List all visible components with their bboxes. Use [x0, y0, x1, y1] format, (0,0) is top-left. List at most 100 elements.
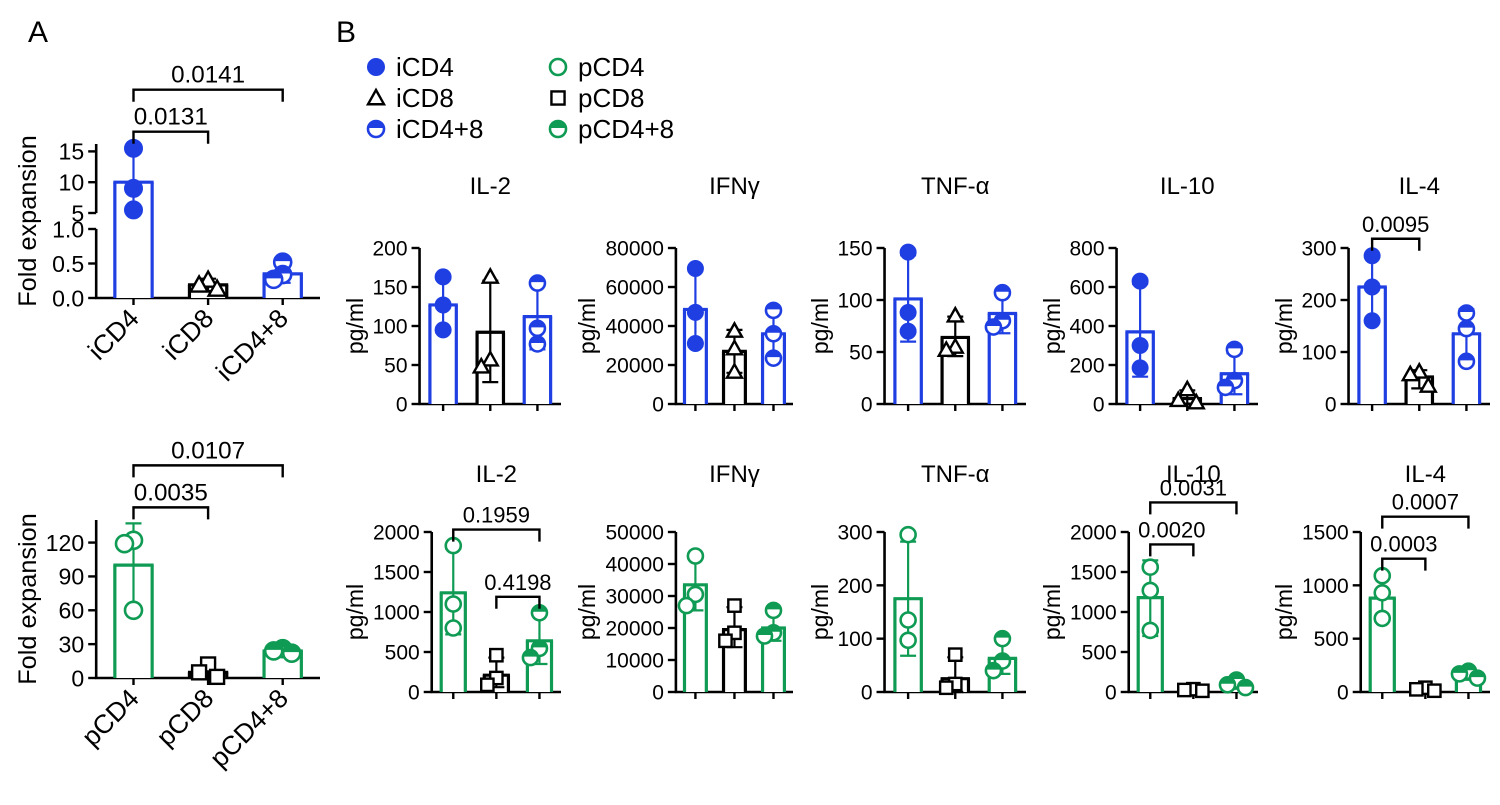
svg-text:0: 0	[861, 682, 873, 705]
svg-text:10000: 10000	[605, 650, 663, 673]
svg-text:1000: 1000	[1070, 602, 1117, 625]
svg-text:pg/ml: pg/ml	[810, 584, 833, 640]
chart-a_top: 0.0 0.5 1.0 5 10 15 Fold expansion iCD4 iCD8 iCD4…	[14, 32, 330, 406]
svg-text:0.0141: 0.0141	[171, 62, 245, 89]
chart-b_top_il2: 0 50 100 150 200 pg/ml IL-2	[342, 158, 571, 420]
svg-text:0.0035: 0.0035	[134, 479, 208, 506]
svg-text:1500: 1500	[1302, 522, 1349, 545]
legend-item-pCD4+8: pCD4+8	[548, 114, 674, 144]
svg-text:0.0107: 0.0107	[171, 437, 245, 464]
chart-b_bot_il10: 0 500 1000 1500 2000 pg/ml IL-10 0.0020 0.0031	[1039, 452, 1268, 708]
svg-text:400: 400	[1069, 316, 1104, 339]
svg-text:300: 300	[1301, 238, 1336, 261]
svg-text:pg/ml: pg/ml	[810, 298, 833, 354]
svg-text:120: 120	[46, 530, 85, 556]
svg-text:pg/ml: pg/ml	[577, 298, 600, 354]
svg-text:1500: 1500	[1070, 562, 1117, 585]
svg-text:pCD4+8: pCD4+8	[204, 683, 294, 773]
svg-text:500: 500	[385, 642, 420, 665]
svg-text:0: 0	[1105, 682, 1117, 705]
svg-text:800: 800	[1069, 238, 1104, 261]
svg-text:80000: 80000	[605, 238, 663, 261]
svg-text:20000: 20000	[605, 355, 663, 378]
svg-text:0.0007: 0.0007	[1392, 490, 1459, 515]
svg-text:0.0095: 0.0095	[1362, 212, 1429, 237]
svg-text:pg/ml: pg/ml	[1042, 298, 1065, 354]
svg-text:0: 0	[861, 394, 873, 417]
svg-text:pCD4: pCD4	[76, 683, 145, 752]
svg-text:100: 100	[372, 316, 407, 339]
svg-text:50000: 50000	[605, 522, 663, 545]
svg-text:50: 50	[384, 355, 407, 378]
svg-text:0: 0	[652, 394, 664, 417]
svg-text:iCD4+8: iCD4+8	[210, 303, 294, 387]
panel-b-label: B	[336, 16, 357, 49]
chart-b_top_il4: 0 100 200 300 pg/ml IL-4 0.0095	[1271, 158, 1500, 420]
svg-text:30: 30	[59, 631, 85, 657]
svg-text:200: 200	[372, 238, 407, 261]
svg-text:pCD8: pCD8	[150, 683, 219, 752]
svg-text:0.0: 0.0	[52, 285, 84, 311]
chart-b_bot_il2: 0 500 1000 1500 2000 pg/ml IL-2 0.1959 0.4198	[342, 452, 571, 708]
svg-text:0: 0	[396, 394, 408, 417]
svg-text:IFNγ: IFNγ	[709, 173, 760, 200]
svg-text:IL-4: IL-4	[1399, 173, 1440, 200]
legend-item-pCD8: pCD8	[550, 83, 644, 113]
svg-text:40000: 40000	[605, 554, 663, 577]
svg-text:60000: 60000	[605, 277, 663, 300]
svg-text:2000: 2000	[373, 522, 420, 545]
svg-text:0.0020: 0.0020	[1138, 517, 1205, 542]
svg-text:90: 90	[59, 564, 85, 590]
svg-text:50: 50	[849, 342, 872, 365]
svg-text:IL-10: IL-10	[1160, 173, 1215, 200]
chart-a_bottom: 0 30 60 90 120 Fold expansion pCD4 pCD8 pCD4+8 0.…	[14, 406, 330, 804]
svg-text:300: 300	[837, 522, 872, 545]
svg-text:0: 0	[1325, 394, 1337, 417]
svg-text:0: 0	[71, 665, 84, 691]
svg-text:Fold expansion: Fold expansion	[14, 513, 42, 685]
svg-text:iCD8: iCD8	[157, 303, 220, 366]
svg-text:1000: 1000	[1302, 575, 1349, 598]
svg-text:pg/ml: pg/ml	[1042, 584, 1065, 640]
svg-text:pg/ml: pg/ml	[1274, 584, 1297, 640]
svg-text:IFNγ: IFNγ	[709, 461, 760, 488]
svg-text:100: 100	[837, 628, 872, 651]
panel-a-label: A	[28, 16, 49, 49]
svg-text:1000: 1000	[373, 602, 420, 625]
svg-text:pCD4+8: pCD4+8	[578, 114, 674, 144]
svg-text:200: 200	[1301, 290, 1336, 313]
svg-text:10: 10	[59, 170, 85, 196]
svg-text:iCD4+8: iCD4+8	[396, 114, 483, 144]
svg-text:2000: 2000	[1070, 522, 1117, 545]
svg-text:0.4198: 0.4198	[484, 570, 551, 595]
svg-text:0.0003: 0.0003	[1370, 532, 1437, 557]
svg-text:100: 100	[837, 290, 872, 313]
svg-text:iCD8: iCD8	[396, 83, 454, 113]
svg-text:TNF-α: TNF-α	[921, 173, 990, 200]
chart-b_bot_ifng: 0 10000 20000 30000 40000 50000 pg/ml IFNγ	[574, 452, 803, 708]
chart-b_top_il10: 0 200 400 600 800 pg/ml IL-10	[1039, 158, 1268, 420]
svg-text:Fold expansion: Fold expansion	[14, 135, 42, 307]
svg-text:0: 0	[1337, 682, 1349, 705]
svg-text:0: 0	[652, 682, 664, 705]
svg-text:IL-2: IL-2	[476, 461, 517, 488]
svg-text:iCD4: iCD4	[82, 303, 145, 366]
svg-text:0: 0	[1093, 394, 1105, 417]
svg-text:iCD4: iCD4	[396, 52, 454, 82]
svg-text:500: 500	[1082, 642, 1117, 665]
svg-text:500: 500	[1314, 628, 1349, 651]
legend-item-iCD4: iCD4	[367, 52, 454, 82]
legend-item-pCD4: pCD4	[548, 52, 644, 82]
svg-text:pg/ml: pg/ml	[1274, 298, 1297, 354]
svg-text:pg/ml: pg/ml	[577, 584, 600, 640]
svg-text:pg/ml: pg/ml	[345, 298, 368, 354]
svg-text:60: 60	[59, 598, 85, 624]
svg-text:0.0131: 0.0131	[134, 104, 208, 131]
legend-item-iCD8: iCD8	[365, 83, 454, 113]
svg-text:0.0031: 0.0031	[1160, 475, 1227, 500]
svg-text:5: 5	[71, 200, 84, 226]
chart-b_top_ifng: 0 20000 40000 60000 80000 pg/ml IFNγ	[574, 158, 803, 420]
svg-text:TNF-α: TNF-α	[921, 461, 990, 488]
svg-text:0.1959: 0.1959	[463, 503, 530, 528]
svg-text:200: 200	[837, 575, 872, 598]
